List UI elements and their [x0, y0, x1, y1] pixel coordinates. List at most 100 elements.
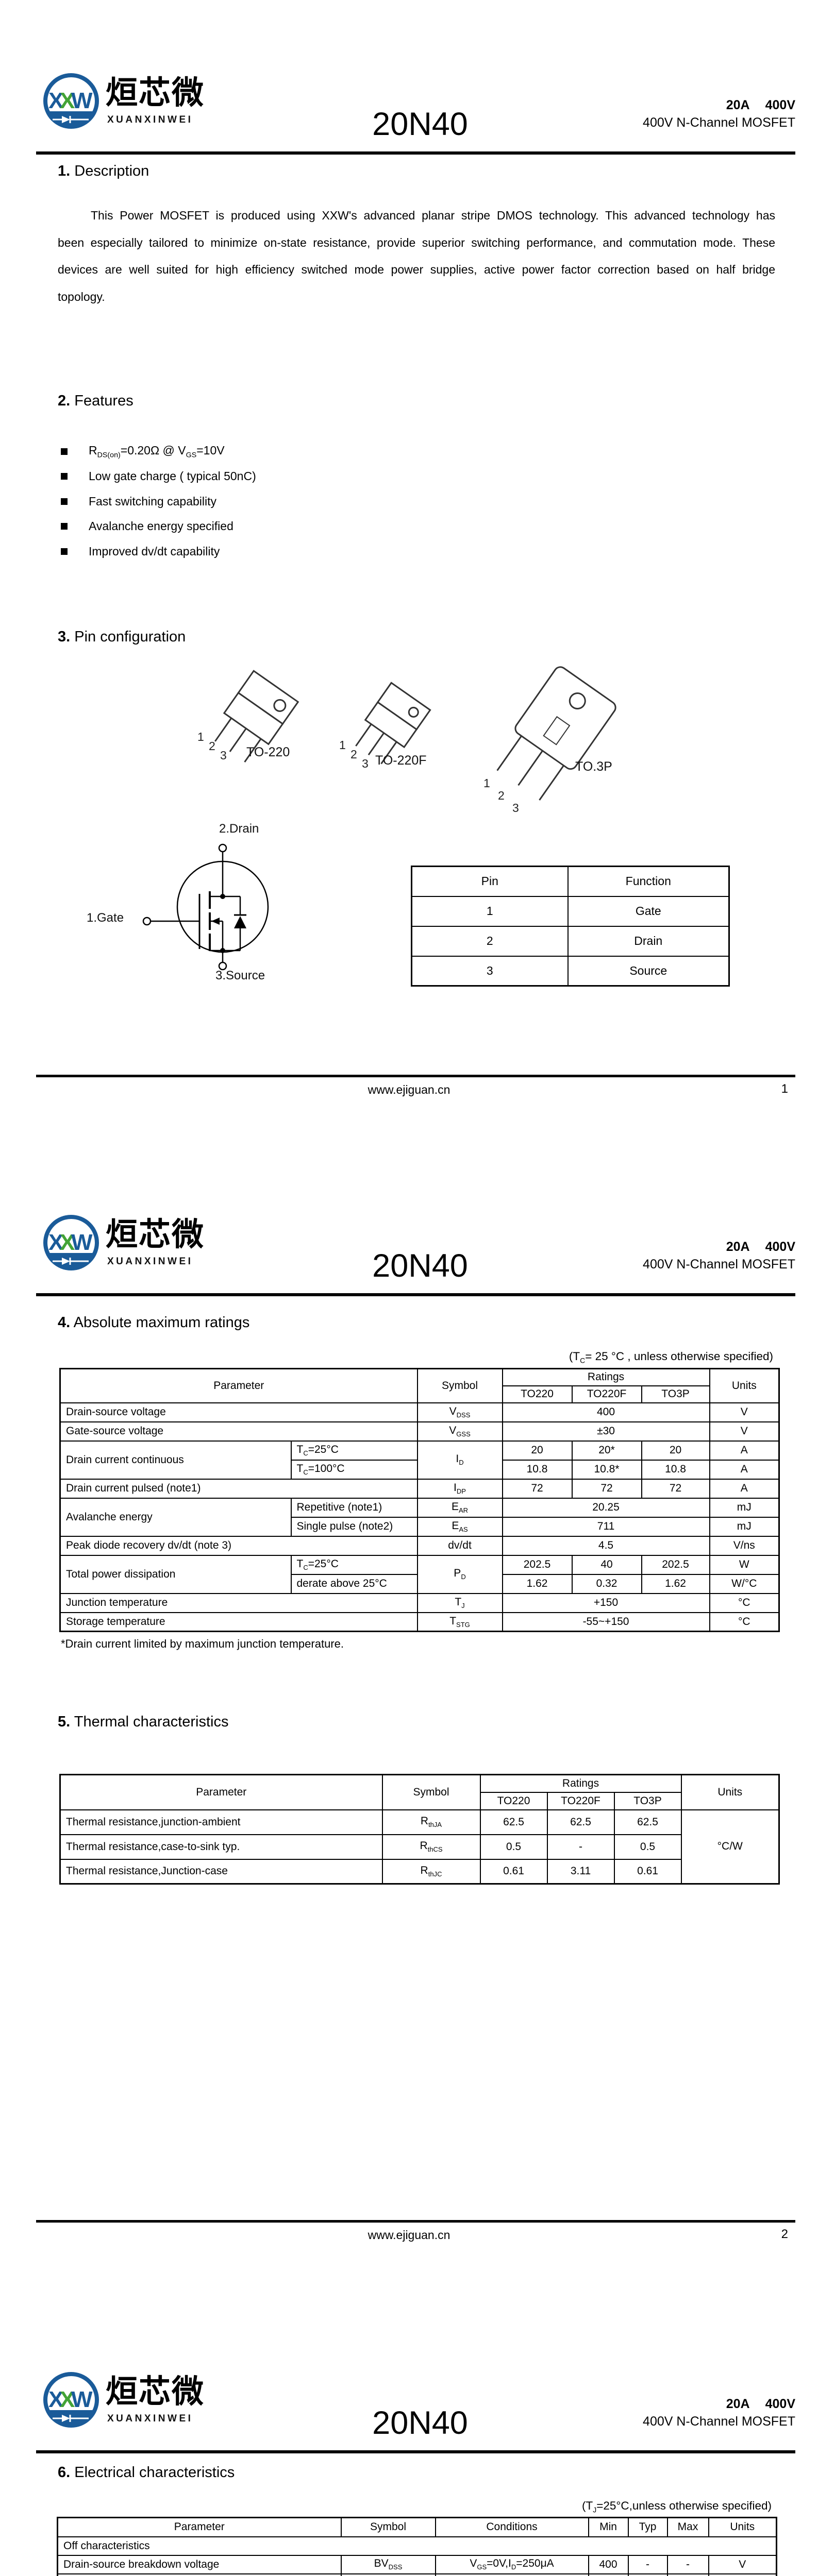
pin-number-label: 1 — [483, 776, 490, 790]
package-drawing-to220f: 1 2 3 — [339, 682, 431, 770]
symbol-cell: PD — [416, 1554, 503, 1594]
section-title-absolute-maximum-ratings: 4. Absolute maximum ratings — [58, 1314, 249, 1331]
min-cell: 400 — [588, 2554, 629, 2574]
units-cell: °C — [709, 1612, 780, 1632]
parameter-cell: Thermal resistance,Junction-case — [59, 1858, 383, 1885]
section-number: 5. — [58, 1714, 71, 1730]
condition-cell: TC=25°C — [290, 1440, 418, 1461]
col-header-parameter: Parameter — [59, 1774, 383, 1810]
symbol-cell: EAR — [416, 1497, 503, 1518]
table-subheader-row: TO220 TO220F TO3P — [60, 1791, 779, 1810]
col-header-ratings: Ratings — [479, 1774, 682, 1793]
value-cell: 0.32 — [571, 1573, 642, 1594]
rating-line: 20A 400V — [726, 1240, 795, 1255]
list-item: Fast switching capability — [61, 489, 525, 514]
rating-current: 20A — [726, 1240, 750, 1254]
section-number: 6. — [58, 2464, 71, 2481]
row-idss-1: Zero gate voltage drain current IDSS VDS… — [57, 2573, 777, 2576]
value-cell: 0.5 — [479, 1834, 548, 1860]
pin-number-label: 1 — [339, 738, 346, 752]
value-cell: 10.8 — [502, 1459, 573, 1480]
section-title-electrical-characteristics: 6. Electrical characteristics — [58, 2464, 235, 2481]
page-number: 2 — [781, 2227, 788, 2241]
parameter-cell: Zero gate voltage drain current — [57, 2573, 342, 2576]
value-cell: 62.5 — [479, 1809, 548, 1835]
value-cell: 10.8* — [571, 1459, 642, 1480]
row-tstg: Storage temperature TSTG -55~+150 °C — [59, 1612, 780, 1632]
units-cell: °C — [709, 1592, 780, 1613]
parameter-cell: Avalanche energy — [59, 1497, 292, 1537]
value-cell: 4.5 — [502, 1535, 710, 1556]
brand-name-cn: 烜芯微 — [106, 1217, 205, 1252]
pin-number-label: 2 — [209, 739, 215, 753]
logo-letter: X — [48, 2387, 63, 2412]
section-title-pin-configuration: 3. Pin configuration — [58, 629, 186, 646]
col-header-units: Units — [708, 2517, 777, 2537]
section-name: Features — [74, 393, 133, 409]
part-number-title: 20N40 — [372, 1248, 468, 1284]
square-bullet-icon — [61, 448, 68, 455]
parameter-cell: Total power dissipation — [59, 1554, 292, 1594]
col-header-symbol: Symbol — [340, 2517, 436, 2537]
symbol-cell: TJ — [416, 1592, 503, 1613]
rating-voltage: 400V — [765, 2397, 795, 2411]
package-drawing-to220: 1 2 3 — [197, 670, 299, 762]
brand-name-cn: 烜芯微 — [106, 2374, 205, 2410]
pin-number-label: 2 — [498, 789, 505, 802]
table-header-row: Parameter Symbol Ratings Units — [59, 1774, 780, 1810]
rating-voltage: 400V — [765, 98, 795, 112]
condition-cell: derate above 25°C — [290, 1573, 418, 1594]
logo-letter: X — [48, 1230, 63, 1255]
symbol-cell: TSTG — [416, 1612, 503, 1632]
col-header-pin: Pin — [411, 866, 569, 897]
row-pd-25: Total power dissipation TC=25°C PD 202.5… — [59, 1554, 780, 1594]
value-cell: 0.61 — [613, 1858, 682, 1885]
parameter-cell: Storage temperature — [59, 1612, 418, 1632]
footer-rule — [36, 1075, 795, 1077]
symbol-cell: EAS — [416, 1516, 503, 1537]
symbol-cell: BVDSS — [340, 2554, 436, 2574]
feature-text: Improved dv/dt capability — [89, 544, 220, 558]
units-cell: V — [708, 2554, 777, 2574]
value-cell: 72 — [502, 1478, 573, 1499]
package-drawing-to3p: 1 2 3 — [483, 666, 616, 815]
pin-number-label: 3 — [512, 801, 519, 815]
table-row: 3 Source — [411, 955, 730, 987]
company-logo-icon: X X W — [43, 1215, 99, 1270]
value-cell: 0.61 — [479, 1858, 548, 1885]
col-header-parameter: Parameter — [59, 1368, 418, 1403]
package-caption-to3p: TO.3P — [575, 759, 612, 774]
units-cell: A — [709, 1478, 780, 1499]
table-row: 2 Drain — [411, 925, 730, 957]
col-header-ratings: Ratings — [502, 1368, 710, 1386]
value-cell: 202.5 — [641, 1554, 710, 1575]
parameter-cell: Drain current pulsed (note1) — [59, 1478, 418, 1499]
part-number-title: 20N40 — [372, 106, 468, 142]
parameter-cell: Gate-source voltage — [59, 1421, 418, 1442]
section-label: Off characteristics — [57, 2536, 777, 2556]
typ-cell: - — [627, 2573, 668, 2576]
square-bullet-icon — [61, 498, 68, 505]
value-cell: 62.5 — [613, 1809, 682, 1835]
section-name: Absolute maximum ratings — [73, 1314, 250, 1331]
parameter-cell: Peak diode recovery dv/dt (note 3) — [59, 1535, 418, 1556]
thermal-characteristics-table: Parameter Symbol Ratings Units TO220 TO2… — [59, 1774, 780, 1885]
col-header-to220f: TO220F — [571, 1385, 642, 1403]
features-list: RDS(on)=0.20Ω @ VGS=10V Low gate charge … — [61, 439, 525, 564]
pin-number-label: 3 — [362, 757, 369, 770]
row-id-25: Drain current continuous TC=25°C ID 20 2… — [59, 1440, 780, 1480]
section-name: Description — [74, 163, 149, 179]
pin-function-table: Pin Function 1 Gate 2 Drain 3 Source — [411, 866, 730, 987]
conditions-cell: VDS=400V ,VGS=0V — [435, 2573, 589, 2576]
part-subtitle: 400V N-Channel MOSFET — [643, 115, 795, 130]
company-logo-icon: X X W — [43, 73, 99, 129]
units-cell: V — [709, 1421, 780, 1442]
parameter-cell: Thermal resistance,case-to-sink typ. — [59, 1834, 383, 1860]
symbol-cell: RthJC — [381, 1858, 481, 1885]
value-cell: 72 — [641, 1478, 710, 1499]
units-cell: V — [709, 1402, 780, 1422]
col-header-symbol: Symbol — [381, 1774, 481, 1810]
col-header-to3p: TO3P — [641, 1385, 710, 1403]
table-header-row: Pin Function — [411, 866, 730, 897]
value-cell: 3.11 — [546, 1858, 615, 1885]
